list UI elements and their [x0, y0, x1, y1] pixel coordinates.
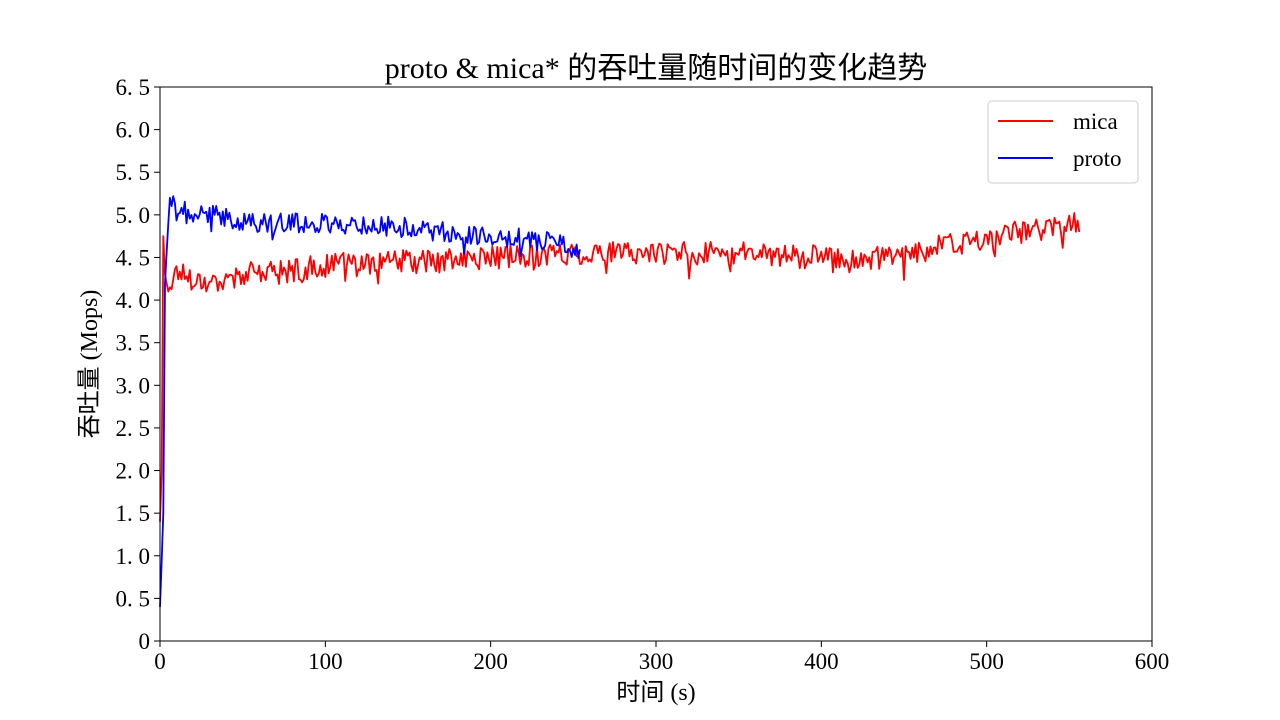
- legend: mica proto: [987, 100, 1139, 184]
- y-tick-label: 3. 5: [116, 331, 151, 356]
- x-tick-label: 300: [639, 649, 674, 674]
- x-tick-label: 500: [969, 649, 1004, 674]
- legend-label-proto: proto: [1073, 146, 1122, 171]
- y-tick-label: 4. 0: [116, 288, 151, 313]
- x-tick-label: 0: [154, 649, 166, 674]
- y-tick-label: 6. 0: [116, 118, 151, 143]
- y-tick-label: 0: [139, 629, 151, 654]
- x-tick-label: 200: [473, 649, 508, 674]
- y-axis: 0 0. 5 1. 0 1. 5 2. 0 2. 5 3. 0 3. 5 4. 0 4. 5 5. …: [116, 75, 160, 654]
- y-axis-label: 吞吐量 (Mops): [76, 290, 103, 439]
- x-tick-label: 600: [1135, 649, 1170, 674]
- y-tick-label: 6. 5: [116, 75, 151, 100]
- y-tick-label: 1. 5: [116, 501, 151, 526]
- chart-title: proto & mica* 的吞吐量随时间的变化趋势: [385, 52, 927, 85]
- x-axis: 0 100 200 300 400 500 600: [154, 641, 1169, 674]
- series-line-mica: [159, 212, 1081, 522]
- x-axis-label: 时间 (s): [616, 679, 695, 706]
- series-line-proto: [159, 195, 581, 607]
- x-tick-label: 400: [804, 649, 839, 674]
- y-tick-label: 2. 0: [116, 459, 151, 484]
- y-tick-label: 2. 5: [116, 416, 151, 441]
- y-tick-label: 5. 0: [116, 203, 151, 228]
- y-tick-label: 3. 0: [116, 373, 151, 398]
- y-tick-label: 5. 5: [116, 160, 151, 185]
- y-tick-label: 0. 5: [116, 586, 151, 611]
- legend-label-mica: mica: [1073, 109, 1118, 134]
- series-layer: [159, 195, 1081, 607]
- y-tick-label: 1. 0: [116, 544, 151, 569]
- y-tick-label: 4. 5: [116, 245, 151, 270]
- x-tick-label: 100: [308, 649, 343, 674]
